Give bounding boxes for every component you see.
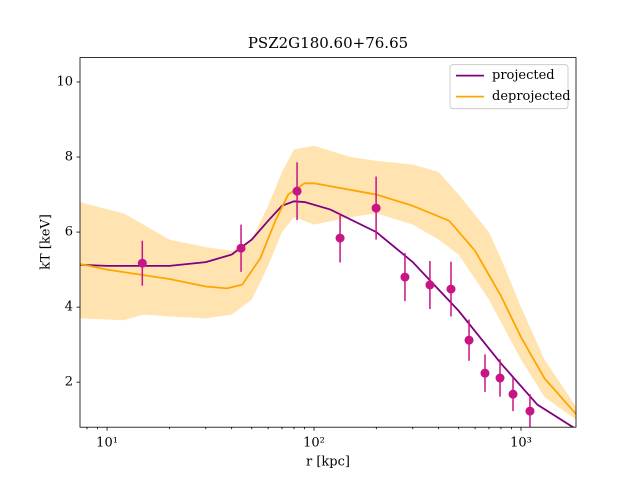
y-tick-label: 8 (65, 150, 73, 165)
data-point (137, 258, 147, 268)
data-point (400, 272, 410, 282)
data-point (480, 368, 490, 378)
line (80, 200, 575, 428)
plot-area (80, 145, 576, 428)
data-point (525, 406, 535, 416)
legend-label: deprojected (492, 89, 571, 104)
data-point (508, 389, 518, 399)
legend-label: projected (492, 68, 555, 83)
data-point (464, 335, 474, 345)
plot-frame (79, 57, 577, 428)
x-tick-label: 10² (303, 436, 325, 451)
data-point (446, 284, 456, 294)
confidence-band (80, 145, 576, 420)
data-point (495, 373, 505, 383)
y-axis-label: kT [keV] (39, 214, 54, 270)
y-tick-label: 6 (65, 225, 73, 240)
chart-title: PSZ2G180.60+76.65 (248, 34, 408, 52)
data-point (335, 233, 345, 243)
data-point (371, 203, 381, 213)
x-tick-label: 10³ (510, 436, 532, 451)
data-point (425, 280, 435, 290)
line (80, 182, 576, 415)
x-tick-label: 10¹ (96, 436, 118, 451)
data-point (236, 243, 246, 253)
y-tick-label: 10 (56, 74, 73, 89)
legend: projected deprojected (449, 64, 571, 110)
data-point (292, 186, 302, 196)
y-tick-label: 2 (65, 375, 73, 390)
x-axis-label: r [kpc] (306, 455, 350, 470)
axes: 10¹ 10² 10³ 2 4 6 8 10 (56, 74, 531, 450)
y-tick-label: 4 (65, 300, 73, 315)
